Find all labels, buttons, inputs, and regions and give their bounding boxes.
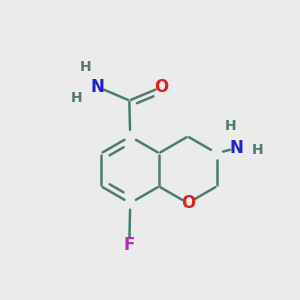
Text: H: H — [70, 91, 82, 105]
Text: H: H — [225, 119, 237, 133]
Text: H: H — [252, 143, 264, 157]
Text: H: H — [80, 60, 91, 74]
Text: N: N — [91, 78, 105, 96]
Text: O: O — [181, 194, 195, 212]
Text: F: F — [124, 236, 135, 253]
Text: N: N — [230, 139, 243, 157]
Text: O: O — [154, 78, 169, 96]
